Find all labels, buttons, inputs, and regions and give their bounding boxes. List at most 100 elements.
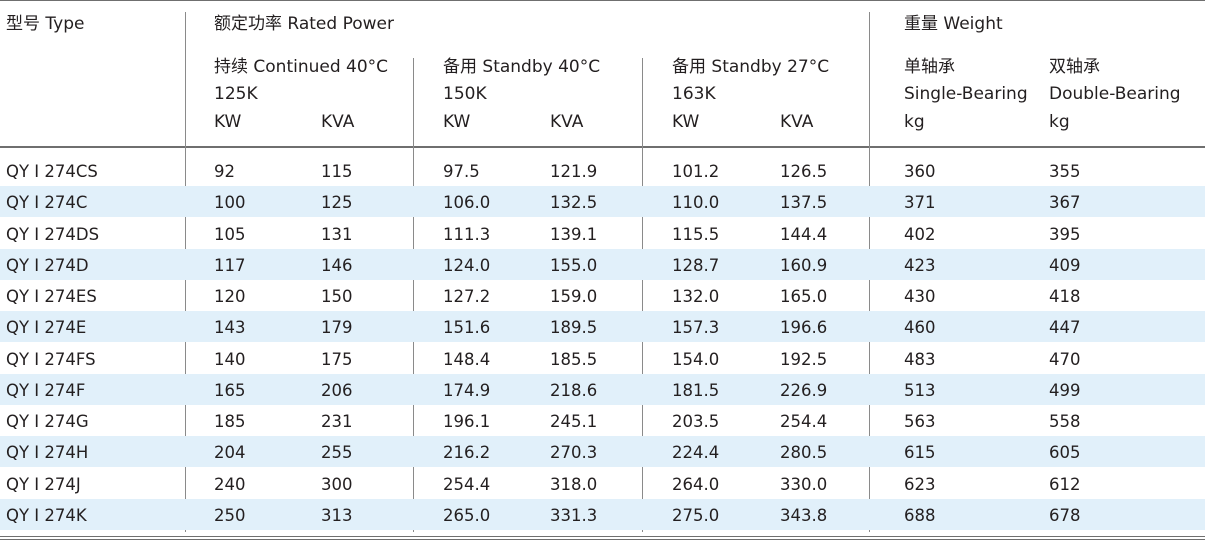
cell-double: 612	[1049, 474, 1081, 494]
cell-c-kva: 175	[321, 349, 353, 369]
header-standby40-temp: 150K	[443, 84, 487, 104]
cell-c-kw: 250	[214, 505, 246, 525]
cell-c-kva: 300	[321, 474, 353, 494]
cell-s40-kva: 185.5	[550, 349, 598, 369]
cell-s27-kva: 226.9	[780, 380, 828, 400]
cell-model: QY Ⅰ 274K	[6, 505, 87, 525]
cell-s27-kva: 192.5	[780, 349, 828, 369]
cell-c-kva: 179	[321, 318, 353, 338]
cell-s27-kva: 126.5	[780, 162, 828, 181]
row-shade	[0, 373, 1205, 405]
cell-c-kw: 92	[214, 162, 235, 181]
header-standby40-kva: KVA	[550, 112, 584, 132]
cell-c-kva: 231	[321, 412, 353, 431]
header-standby27-name: 备用 Standby 27°C	[672, 57, 830, 77]
cell-double: 355	[1049, 162, 1081, 181]
cell-s40-kva: 132.5	[550, 193, 598, 213]
cell-s27-kva: 160.9	[780, 255, 828, 275]
cell-c-kw: 143	[214, 318, 246, 338]
cell-model: QY Ⅰ 274E	[6, 318, 87, 338]
header-standby27-temp: 163K	[672, 84, 716, 104]
bottom-rule-2	[0, 539, 1205, 540]
row-shade	[0, 186, 1205, 218]
header-double-unit: kg	[1049, 112, 1070, 132]
cell-s27-kva: 343.8	[780, 505, 828, 525]
cell-s27-kw: 181.5	[672, 380, 720, 400]
cell-s40-kva: 318.0	[550, 474, 598, 494]
cell-model: QY Ⅰ 274CS	[6, 162, 98, 181]
cell-double: 558	[1049, 412, 1081, 431]
cell-single: 623	[904, 474, 936, 494]
header-continued-name: 持续 Continued 40°C	[214, 57, 389, 77]
cell-model: QY Ⅰ 274F	[6, 380, 86, 400]
cell-c-kw: 100	[214, 193, 246, 213]
cell-s40-kw: 254.4	[443, 474, 491, 494]
cell-c-kw: 105	[214, 224, 246, 244]
header-bottom-rule	[0, 146, 1205, 148]
cell-s27-kw: 224.4	[672, 443, 720, 463]
cell-s40-kw: 265.0	[443, 505, 491, 525]
bottom-rule	[0, 536, 1205, 537]
cell-model: QY Ⅰ 274FS	[6, 349, 96, 369]
cell-model: QY Ⅰ 274C	[6, 193, 88, 213]
cell-c-kw: 120	[214, 287, 246, 306]
cell-model: QY Ⅰ 274G	[6, 412, 89, 431]
cell-c-kw: 185	[214, 412, 246, 431]
header-double-cn: 双轴承	[1049, 57, 1100, 77]
cell-c-kva: 115	[321, 162, 353, 181]
cell-double: 395	[1049, 224, 1081, 244]
cell-s27-kva: 137.5	[780, 193, 828, 213]
cell-double: 605	[1049, 443, 1081, 463]
cell-s27-kw: 264.0	[672, 474, 720, 494]
row-shade	[0, 248, 1205, 280]
cell-s27-kw: 157.3	[672, 318, 720, 338]
cell-s27-kw: 132.0	[672, 287, 720, 306]
cell-model: QY Ⅰ 274D	[6, 255, 89, 275]
cell-c-kw: 240	[214, 474, 246, 494]
header-double-en: Double-Bearing	[1049, 84, 1181, 104]
cell-c-kva: 313	[321, 505, 353, 525]
cell-c-kva: 131	[321, 224, 353, 244]
top-rule	[0, 0, 1205, 1]
header-single-en: Single-Bearing	[904, 84, 1028, 104]
cell-s40-kva: 270.3	[550, 443, 598, 463]
cell-double: 367	[1049, 193, 1081, 213]
cell-s27-kw: 128.7	[672, 255, 720, 275]
cell-s40-kva: 245.1	[550, 412, 598, 431]
cell-model: QY Ⅰ 274ES	[6, 287, 97, 306]
cell-c-kw: 117	[214, 255, 246, 275]
header-rated-power: 额定功率 Rated Power	[214, 14, 394, 34]
cell-double: 499	[1049, 380, 1081, 400]
cell-s40-kva: 159.0	[550, 287, 598, 306]
cell-single: 360	[904, 162, 936, 181]
cell-s27-kva: 280.5	[780, 443, 828, 463]
cell-s40-kw: 127.2	[443, 287, 491, 306]
header-weight: 重量 Weight	[904, 14, 1003, 34]
cell-s40-kva: 189.5	[550, 318, 598, 338]
cell-s40-kva: 218.6	[550, 380, 598, 400]
header-standby27-kva: KVA	[780, 112, 814, 132]
cell-s40-kw: 148.4	[443, 349, 491, 369]
header-continued-temp: 125K	[214, 84, 258, 104]
cell-double: 418	[1049, 287, 1081, 306]
cell-c-kva: 206	[321, 380, 353, 400]
row-shade	[0, 436, 1205, 468]
cell-single: 513	[904, 380, 936, 400]
cell-c-kw: 204	[214, 443, 246, 463]
cell-s40-kw: 216.2	[443, 443, 491, 463]
cell-c-kva: 125	[321, 193, 353, 213]
cell-s40-kw: 174.9	[443, 380, 491, 400]
divider-continued	[413, 58, 414, 532]
cell-single: 688	[904, 505, 936, 525]
cell-s27-kva: 144.4	[780, 224, 828, 244]
cell-c-kw: 140	[214, 349, 246, 369]
row-shade	[0, 498, 1205, 530]
header-model: 型号 Type	[6, 14, 85, 34]
cell-s40-kw: 124.0	[443, 255, 491, 275]
header-continued-kw: KW	[214, 112, 242, 132]
cell-single: 371	[904, 193, 936, 213]
cell-s40-kva: 139.1	[550, 224, 598, 244]
header-single-cn: 单轴承	[904, 57, 955, 77]
cell-s40-kw: 196.1	[443, 412, 491, 431]
divider-standby40	[642, 58, 643, 532]
